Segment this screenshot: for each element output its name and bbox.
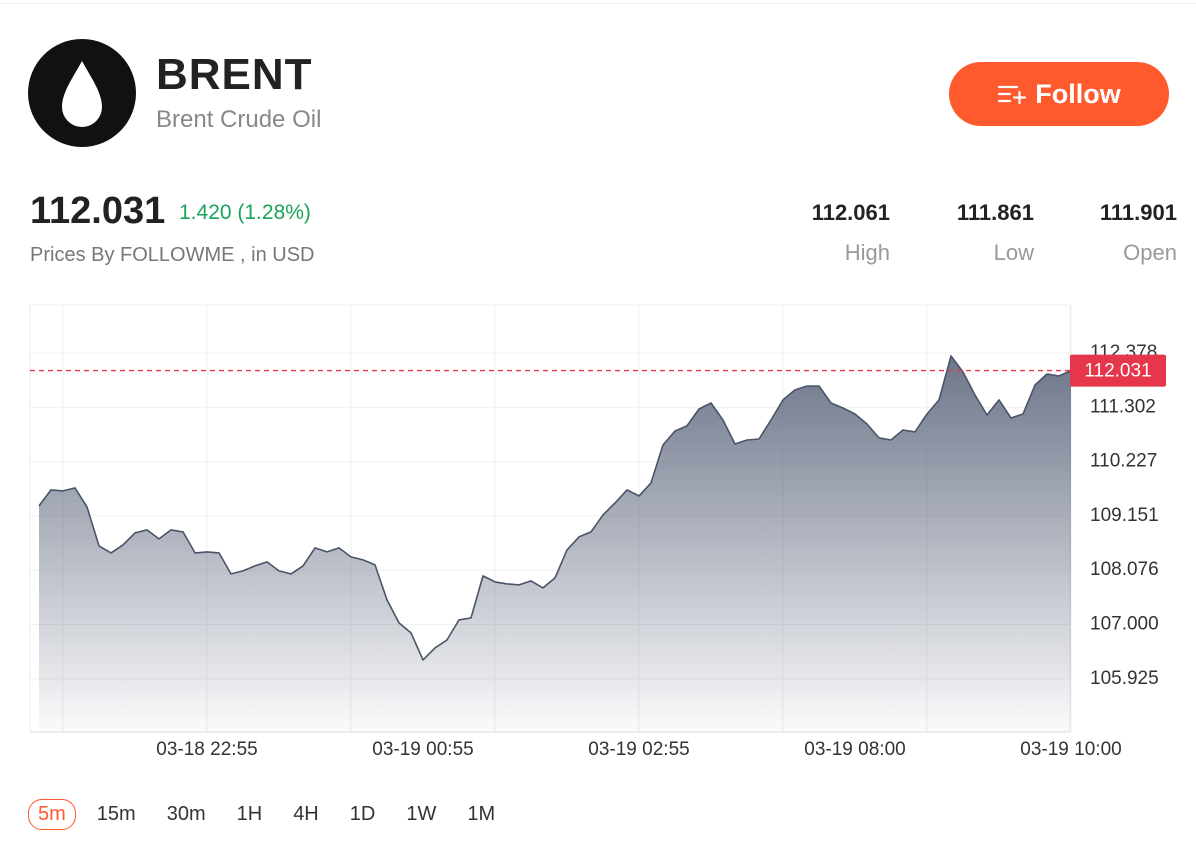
follow-icon: [998, 85, 1027, 105]
stat-value: 111.901: [1099, 200, 1177, 225]
stat: 111.861 Low: [957, 200, 1034, 266]
y-tick-label: 107.000: [1090, 614, 1159, 635]
last-price-tag-label: 112.031: [1084, 361, 1151, 382]
divider: [0, 3, 1196, 4]
area: [39, 356, 1071, 732]
x-tick-label: 03-19 08:00: [804, 739, 905, 760]
timeframe-bar: 5m 15m 30m 1H 4H 1D 1W 1M: [28, 799, 516, 830]
timeframe-option[interactable]: 1H: [236, 803, 263, 825]
x-tick-label: 03-18 22:55: [156, 739, 257, 760]
symbol-logo: [28, 39, 136, 147]
symbol: BRENT: [156, 50, 313, 99]
price-source: Prices By FOLLOWME , in USD: [30, 244, 315, 266]
follow-button[interactable]: Follow: [949, 62, 1169, 126]
y-tick-label: 109.151: [1090, 505, 1159, 526]
y-tick-label: 105.925: [1090, 668, 1159, 689]
y-tick-label: 110.227: [1090, 451, 1157, 472]
timeframe-option[interactable]: 30m: [166, 803, 206, 825]
follow-label: Follow: [1035, 78, 1121, 109]
timeframe-option[interactable]: 5m: [28, 799, 76, 830]
timeframe-option[interactable]: 4H: [293, 803, 319, 825]
drop-icon: [62, 61, 102, 127]
stat: 112.061 High: [812, 200, 890, 266]
stat-label: High: [844, 240, 890, 265]
stat-label: Low: [993, 240, 1034, 265]
timeframe-option[interactable]: 1D: [349, 803, 376, 825]
stat-label: Open: [1123, 240, 1177, 265]
stat-value: 111.861: [956, 200, 1034, 225]
timeframe-option[interactable]: 1W: [406, 803, 437, 825]
chart: 112.378111.302110.227109.151108.076107.0…: [29, 304, 1166, 760]
x-tick-label: 03-19 00:55: [372, 739, 473, 760]
y-tick-label: 111.302: [1090, 396, 1156, 417]
y-tick-label: 108.076: [1090, 559, 1159, 580]
stat-value: 112.061: [811, 200, 890, 225]
price-line: [38, 355, 1072, 661]
stat: 111.901 Open: [1100, 200, 1177, 266]
x-tick-label: 03-19 02:55: [588, 739, 689, 760]
timeframe-option[interactable]: 15m: [96, 803, 136, 825]
instrument-name: Brent Crude Oil: [156, 106, 322, 133]
drop: [62, 61, 102, 127]
last-price: 112.031: [30, 190, 166, 232]
price-change: 1.420 (1.28%): [179, 201, 311, 224]
last-price-tag: [1070, 354, 1166, 387]
timeframe-option[interactable]: 1M: [467, 803, 496, 825]
x-tick-label: 03-19 10:00: [1020, 739, 1121, 760]
